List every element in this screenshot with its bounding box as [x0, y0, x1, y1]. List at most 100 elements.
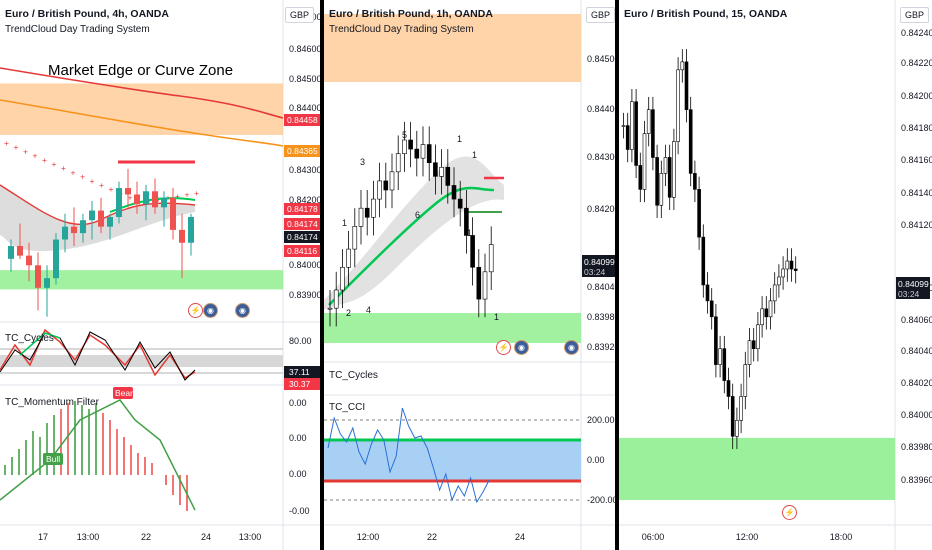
candle-body: [777, 276, 781, 286]
chart-15m-canvas[interactable]: 0.84240 0.84220 0.84200 0.84180 0.84160 0.841…: [619, 0, 932, 550]
price-tick: 0.84200: [289, 195, 320, 205]
candle-body: [62, 226, 68, 240]
chart-pane-4h[interactable]: +++++++++++++++++++++0.847000.846000.845…: [0, 0, 320, 550]
price-tick: 0.84120: [901, 220, 932, 230]
candle-body: [684, 61, 689, 110]
candle-body: [346, 248, 351, 268]
zone-supply: [0, 83, 283, 135]
candle-body: [488, 244, 494, 273]
globe-icon[interactable]: ◉: [514, 340, 529, 355]
candle-body: [464, 207, 469, 236]
chart-pane-15m[interactable]: 0.84240 0.84220 0.84200 0.84180 0.84160 0.841…: [619, 0, 932, 550]
price-tag: 0.84174: [287, 219, 318, 229]
candle-body: [143, 191, 149, 205]
currency-button[interactable]: GBP: [285, 7, 315, 23]
trend-cross: +: [90, 176, 95, 186]
candle-body: [451, 185, 457, 200]
candle-body: [760, 308, 764, 326]
trend-cross: +: [52, 159, 57, 169]
candle-body: [439, 166, 444, 177]
alert-icon[interactable]: ⚡: [496, 340, 511, 355]
candle-body: [482, 271, 488, 300]
moving-average-red: [0, 67, 284, 119]
price-tick: 0.83980: [901, 442, 932, 452]
cycle-tag-bg: [284, 378, 320, 390]
time-tick: 06:00: [642, 532, 665, 542]
time-tick: 24: [515, 532, 525, 542]
price-tag: 0.84178: [287, 204, 318, 214]
pane-divider[interactable]: [320, 0, 324, 550]
candle-body: [705, 284, 710, 302]
bull-label: Bull: [46, 454, 60, 464]
wave-label: 1: [457, 134, 462, 144]
cycle-tag-bg: [284, 366, 320, 378]
chart-1h-canvas[interactable]: 51311612410.845000.844000.843000.842000.…: [324, 0, 615, 550]
pane-divider[interactable]: [615, 0, 619, 550]
trend-cross: +: [61, 163, 66, 173]
price-tick: 0.84220: [901, 58, 932, 68]
candle-body: [35, 265, 41, 288]
globe-icon[interactable]: ◉: [203, 303, 218, 318]
cycle-line-green: [19, 332, 61, 356]
candle-body: [697, 189, 701, 238]
candle-body: [426, 144, 432, 164]
price-tag-bg: [284, 218, 320, 230]
time-tick: 12:00: [736, 532, 759, 542]
indicator-label-cci[interactable]: TC_CCI: [329, 402, 366, 413]
momentum-line: [0, 399, 196, 511]
cci-tick: -200.00: [587, 495, 615, 505]
currency-button[interactable]: GBP: [900, 7, 930, 23]
trend-cloud: [324, 156, 504, 310]
chart-4h-canvas[interactable]: +++++++++++++++++++++0.847000.846000.845…: [0, 0, 320, 550]
candle-body: [659, 173, 664, 206]
candle-body: [789, 260, 794, 270]
globe-icon[interactable]: ◉: [564, 340, 579, 355]
momentum-tick: 0.00: [289, 398, 307, 408]
price-tick: 0.84200: [587, 204, 615, 214]
candle-body: [718, 348, 722, 365]
pane-subtitle: TrendCloud Day Trading System: [329, 24, 474, 35]
cycle-band: [0, 355, 283, 367]
indicator-label-momentum[interactable]: TC_Momentum Filter: [5, 397, 99, 408]
trend-cross: +: [4, 138, 9, 148]
trend-cross: +: [71, 167, 76, 177]
candle-body: [709, 300, 714, 318]
cci-band: [324, 440, 581, 481]
alert-icon[interactable]: ⚡: [782, 505, 797, 520]
price-tag: 0.84365: [287, 146, 318, 156]
candle-body: [655, 157, 659, 206]
candle-body: [402, 139, 407, 154]
candle-body: [107, 217, 113, 227]
trend-cross: +: [80, 172, 85, 182]
candle-body: [389, 171, 395, 191]
wave-label: 1: [342, 218, 347, 228]
wave-label: 1: [467, 228, 472, 238]
price-tag-time: 03:24: [898, 289, 920, 299]
price-tag: 0.84099: [898, 279, 929, 289]
cloud-edge-green: [328, 186, 495, 306]
indicator-label-cycles[interactable]: TC_Cycles: [329, 370, 378, 381]
price-tag-bg: [896, 277, 930, 299]
price-tick: 0.84300: [289, 165, 320, 175]
time-tick: 22: [141, 532, 151, 542]
candle-body: [638, 165, 643, 190]
currency-button[interactable]: GBP: [586, 7, 615, 23]
candle-body: [377, 180, 382, 200]
candle-body: [408, 139, 413, 150]
candle-body: [743, 364, 748, 397]
globe-icon[interactable]: ◉: [235, 303, 250, 318]
candle-body: [327, 307, 333, 310]
momentum-tick: -0.00: [289, 506, 310, 516]
candle-body: [751, 340, 756, 349]
candle-body: [768, 300, 773, 318]
price-tag-time: 03:24: [584, 267, 606, 277]
price-tick: 0.83960: [901, 475, 932, 485]
cci-tick: 0.00: [587, 455, 605, 465]
price-tick: 0.84240: [901, 28, 932, 38]
pane-title: Euro / British Pound, 1h, OANDA: [329, 8, 493, 20]
chart-pane-1h[interactable]: 51311612410.845000.844000.843000.842000.…: [324, 0, 615, 550]
candle-body: [646, 109, 651, 134]
alert-icon[interactable]: ⚡: [188, 303, 203, 318]
indicator-label-cycles[interactable]: TC_Cycles: [5, 333, 54, 344]
trend-cross: +: [23, 146, 28, 156]
